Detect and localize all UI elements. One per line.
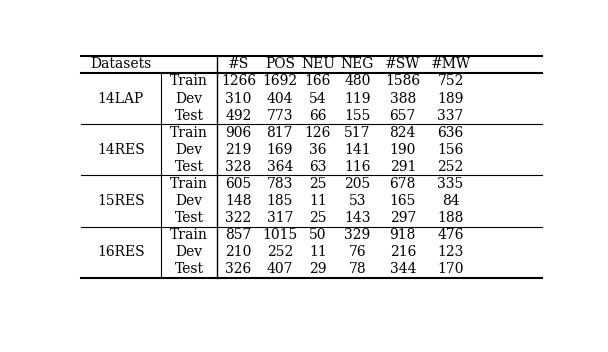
Text: #MW: #MW bbox=[430, 57, 471, 71]
Text: NEG: NEG bbox=[340, 57, 374, 71]
Text: 310: 310 bbox=[226, 92, 252, 106]
Text: 78: 78 bbox=[348, 263, 366, 277]
Text: 407: 407 bbox=[266, 263, 293, 277]
Text: 328: 328 bbox=[226, 160, 252, 174]
Text: 11: 11 bbox=[309, 245, 327, 259]
Text: 1586: 1586 bbox=[385, 74, 420, 88]
Text: 329: 329 bbox=[344, 228, 370, 242]
Text: 189: 189 bbox=[437, 92, 464, 106]
Text: 76: 76 bbox=[348, 245, 366, 259]
Text: 188: 188 bbox=[437, 211, 464, 225]
Text: 783: 783 bbox=[266, 177, 293, 191]
Text: 252: 252 bbox=[267, 245, 293, 259]
Text: 25: 25 bbox=[309, 177, 326, 191]
Text: 148: 148 bbox=[226, 194, 252, 208]
Text: 155: 155 bbox=[344, 109, 370, 122]
Text: 636: 636 bbox=[438, 126, 464, 140]
Text: 297: 297 bbox=[390, 211, 416, 225]
Text: Test: Test bbox=[174, 160, 204, 174]
Text: 141: 141 bbox=[344, 143, 371, 157]
Text: 166: 166 bbox=[305, 74, 331, 88]
Text: 335: 335 bbox=[438, 177, 464, 191]
Text: 344: 344 bbox=[390, 263, 416, 277]
Text: 1266: 1266 bbox=[221, 74, 256, 88]
Text: 15RES: 15RES bbox=[97, 194, 145, 208]
Text: 165: 165 bbox=[390, 194, 416, 208]
Text: #SW: #SW bbox=[385, 57, 421, 71]
Text: 678: 678 bbox=[390, 177, 416, 191]
Text: 857: 857 bbox=[226, 228, 252, 242]
Text: 156: 156 bbox=[437, 143, 464, 157]
Text: 404: 404 bbox=[266, 92, 293, 106]
Text: 54: 54 bbox=[309, 92, 326, 106]
Text: 36: 36 bbox=[309, 143, 326, 157]
Text: 918: 918 bbox=[390, 228, 416, 242]
Text: 14LAP: 14LAP bbox=[98, 92, 144, 106]
Text: #S: #S bbox=[228, 57, 249, 71]
Text: Datasets: Datasets bbox=[90, 57, 151, 71]
Text: 337: 337 bbox=[437, 109, 464, 122]
Text: 605: 605 bbox=[226, 177, 252, 191]
Text: 84: 84 bbox=[442, 194, 460, 208]
Text: 143: 143 bbox=[344, 211, 370, 225]
Text: Train: Train bbox=[170, 177, 208, 191]
Text: 326: 326 bbox=[226, 263, 252, 277]
Text: 14RES: 14RES bbox=[97, 143, 145, 157]
Text: 63: 63 bbox=[309, 160, 326, 174]
Text: 1692: 1692 bbox=[262, 74, 297, 88]
Text: 170: 170 bbox=[437, 263, 464, 277]
Text: 322: 322 bbox=[226, 211, 252, 225]
Text: Dev: Dev bbox=[176, 194, 202, 208]
Text: 219: 219 bbox=[226, 143, 252, 157]
Text: 50: 50 bbox=[309, 228, 326, 242]
Text: 216: 216 bbox=[390, 245, 416, 259]
Text: 66: 66 bbox=[309, 109, 326, 122]
Text: Train: Train bbox=[170, 228, 208, 242]
Text: NEU: NEU bbox=[301, 57, 335, 71]
Text: 53: 53 bbox=[348, 194, 366, 208]
Text: Dev: Dev bbox=[176, 92, 202, 106]
Text: Train: Train bbox=[170, 74, 208, 88]
Text: 123: 123 bbox=[437, 245, 464, 259]
Text: 476: 476 bbox=[437, 228, 464, 242]
Text: 317: 317 bbox=[266, 211, 293, 225]
Text: 16RES: 16RES bbox=[97, 245, 145, 259]
Text: 492: 492 bbox=[226, 109, 252, 122]
Text: 752: 752 bbox=[437, 74, 464, 88]
Text: 906: 906 bbox=[226, 126, 252, 140]
Text: 517: 517 bbox=[344, 126, 370, 140]
Text: Dev: Dev bbox=[176, 245, 202, 259]
Text: 480: 480 bbox=[344, 74, 370, 88]
Text: POS: POS bbox=[265, 57, 295, 71]
Text: 210: 210 bbox=[226, 245, 252, 259]
Text: 25: 25 bbox=[309, 211, 326, 225]
Text: 185: 185 bbox=[266, 194, 293, 208]
Text: 1015: 1015 bbox=[262, 228, 297, 242]
Text: 824: 824 bbox=[390, 126, 416, 140]
Text: 817: 817 bbox=[266, 126, 293, 140]
Text: 388: 388 bbox=[390, 92, 416, 106]
Text: 657: 657 bbox=[390, 109, 416, 122]
Text: 205: 205 bbox=[344, 177, 370, 191]
Text: 11: 11 bbox=[309, 194, 327, 208]
Text: 29: 29 bbox=[309, 263, 326, 277]
Text: 190: 190 bbox=[390, 143, 416, 157]
Text: Test: Test bbox=[174, 109, 204, 122]
Text: 126: 126 bbox=[305, 126, 331, 140]
Text: 169: 169 bbox=[266, 143, 293, 157]
Text: 364: 364 bbox=[266, 160, 293, 174]
Text: 252: 252 bbox=[438, 160, 464, 174]
Text: Train: Train bbox=[170, 126, 208, 140]
Text: 291: 291 bbox=[390, 160, 416, 174]
Text: 773: 773 bbox=[266, 109, 293, 122]
Text: Test: Test bbox=[174, 211, 204, 225]
Text: 116: 116 bbox=[344, 160, 370, 174]
Text: Test: Test bbox=[174, 263, 204, 277]
Text: 119: 119 bbox=[344, 92, 370, 106]
Text: Dev: Dev bbox=[176, 143, 202, 157]
